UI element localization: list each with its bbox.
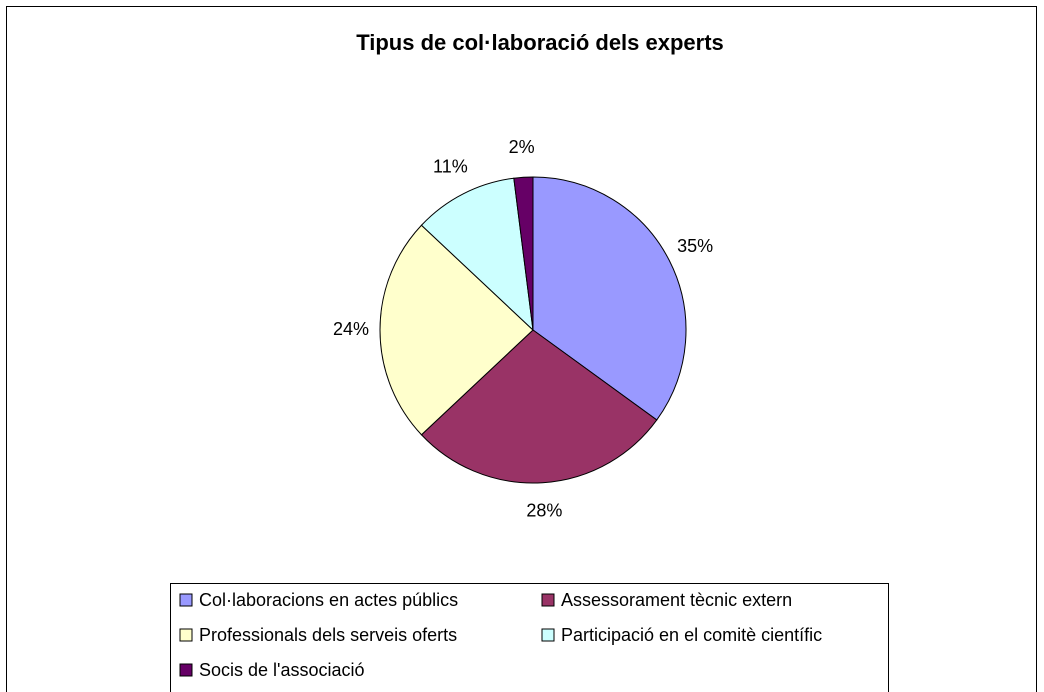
data-label: 11% <box>433 157 468 177</box>
pie-slice <box>420 177 534 332</box>
pie-slice <box>379 224 534 436</box>
data-label: 24% <box>333 319 369 339</box>
data-label: 28% <box>526 500 562 520</box>
pie-slice <box>532 176 687 421</box>
legend-label: Participació en el comitè científic <box>561 625 822 645</box>
legend-swatch <box>179 593 193 607</box>
legend-swatch <box>179 663 193 677</box>
pie-slice <box>420 329 658 484</box>
legend-swatch <box>179 628 193 642</box>
pie-slice <box>513 176 534 331</box>
legend-label: Professionals dels serveis oferts <box>199 625 457 645</box>
legend-label: Assessorament tècnic extern <box>561 590 792 610</box>
legend-swatch <box>541 593 555 607</box>
chart-title: Tipus de col·laboració dels experts <box>356 30 724 55</box>
legend-label: Col·laboracions en actes públics <box>199 590 458 610</box>
data-label: 2% <box>509 137 535 157</box>
legend-box <box>170 583 889 692</box>
legend-swatch <box>541 628 555 642</box>
legend-label: Socis de l'associació <box>199 660 365 680</box>
data-label: 35% <box>677 236 713 256</box>
